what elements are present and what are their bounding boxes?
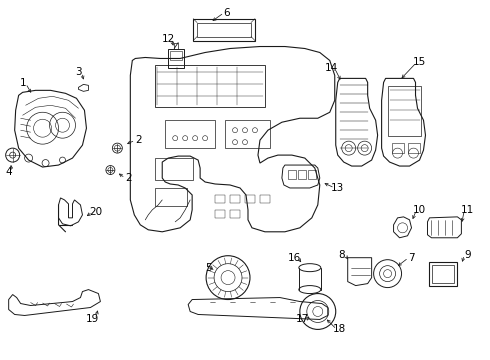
Text: 3: 3 (75, 67, 82, 77)
Text: 2: 2 (125, 173, 132, 183)
Bar (197, 23, 251, 37)
Bar (388, 86, 421, 136)
Bar (165, 120, 215, 148)
Bar (433, 265, 454, 283)
Text: 16: 16 (288, 253, 301, 263)
Bar (288, 170, 296, 179)
Bar (155, 188, 187, 206)
Bar (392, 143, 404, 153)
Text: 20: 20 (89, 207, 102, 217)
Text: 13: 13 (331, 183, 344, 193)
Bar (408, 143, 419, 153)
Text: 6: 6 (224, 8, 230, 18)
Text: 1: 1 (19, 78, 26, 88)
Text: 14: 14 (325, 63, 339, 73)
Text: 5: 5 (205, 263, 211, 273)
Bar (225, 120, 270, 148)
Bar (298, 170, 306, 179)
Text: 11: 11 (461, 205, 474, 215)
Bar (215, 210, 225, 218)
Text: 8: 8 (339, 250, 345, 260)
Bar (170, 50, 182, 60)
Text: 7: 7 (408, 253, 415, 263)
Bar (155, 66, 265, 107)
Bar (308, 170, 316, 179)
Text: 15: 15 (413, 58, 426, 67)
Bar (168, 49, 184, 68)
Bar (429, 262, 457, 285)
Text: 18: 18 (333, 324, 346, 334)
Text: 17: 17 (296, 314, 310, 324)
Bar (245, 195, 255, 203)
Text: 2: 2 (135, 135, 142, 145)
Bar (215, 195, 225, 203)
Bar (230, 195, 240, 203)
Text: 9: 9 (464, 250, 471, 260)
Bar (193, 19, 255, 41)
Text: 19: 19 (86, 314, 99, 324)
Bar (155, 158, 193, 180)
Text: 10: 10 (413, 205, 426, 215)
Text: 4: 4 (5, 167, 12, 177)
Bar (230, 210, 240, 218)
Text: 12: 12 (162, 33, 175, 44)
Bar (260, 195, 270, 203)
